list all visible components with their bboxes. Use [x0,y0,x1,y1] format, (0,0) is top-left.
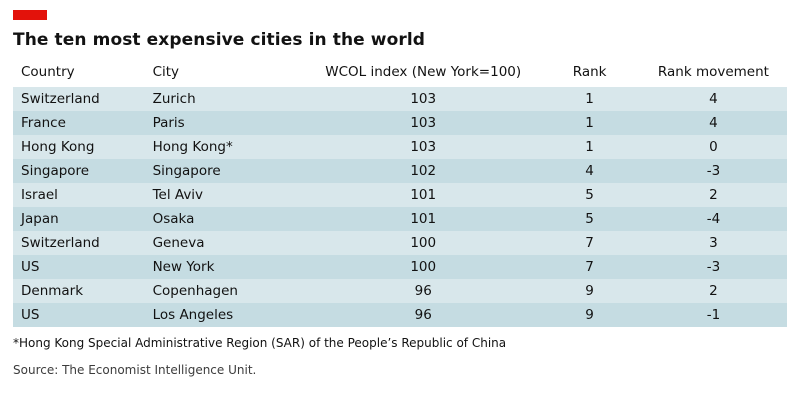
table-row: US Los Angeles 96 9 -1 [13,303,787,327]
table-row: Denmark Copenhagen 96 9 2 [13,279,787,303]
column-header-rank: Rank [539,59,640,87]
table-row: Switzerland Zurich 103 1 4 [13,87,787,111]
table-cell: Osaka [152,211,195,227]
table-row: Switzerland Geneva 100 7 3 [13,231,787,255]
table-cell: 101 [410,187,437,203]
table-cell: 100 [410,259,437,275]
table-cell: US [21,307,40,323]
table-cell: Tel Aviv [152,187,204,203]
table-cell: 100 [410,235,437,251]
table-cell: 0 [709,139,718,155]
table-cell: 4 [709,115,718,131]
table-cell: Geneva [152,235,205,251]
table-cell: 96 [414,307,432,323]
table-cell: 96 [414,283,432,299]
table-cell: 7 [585,235,594,251]
table-cell: 1 [585,115,594,131]
table-cell: 101 [410,211,437,227]
table-cell: Los Angeles [152,307,234,323]
table-cell: US [21,259,40,275]
table-cell: Paris [152,115,185,131]
column-header-wcol-index: WCOL index (New York=100) [307,59,540,87]
table-cell: 4 [709,91,718,107]
table-cell: 3 [709,235,718,251]
table-row: Hong Kong Hong Kong* 103 1 0 [13,135,787,159]
table-cell: 9 [585,283,594,299]
table-cell: Hong Kong [21,139,95,155]
table-cell: Zurich [152,91,196,107]
table-header-row: Country City WCOL index (New York=100) R… [13,59,787,87]
table-header: Country City WCOL index (New York=100) R… [13,59,787,87]
table-cell: 1 [585,91,594,107]
column-header-country: Country [13,59,145,87]
table-cell: -3 [706,163,721,179]
table-cell: 102 [410,163,437,179]
table-cell: Singapore [21,163,90,179]
table-row: France Paris 103 1 4 [13,111,787,135]
table-cell: -3 [706,259,721,275]
table-cell: 7 [585,259,594,275]
source-line: Source: The Economist Intelligence Unit. [13,363,257,377]
column-header-city: City [144,59,308,87]
table-cell: 5 [585,187,594,203]
table-row: US New York 100 7 -3 [13,255,787,279]
table-row: Israel Tel Aviv 101 5 2 [13,183,787,207]
table-cell: Israel [21,187,58,203]
expensive-cities-table: Country City WCOL index (New York=100) R… [13,59,787,327]
economist-red-tab [13,10,47,20]
table-body: Switzerland Zurich 103 1 4 France Paris 103 1 4 Ho… [13,87,787,327]
table-cell: -4 [706,211,721,227]
table-cell: Singapore [152,163,221,179]
table-cell: Switzerland [21,235,100,251]
table-cell: 5 [585,211,594,227]
table-cell: 103 [410,139,437,155]
table-cell: 103 [410,115,437,131]
table-cell: 2 [709,187,718,203]
table-cell: Switzerland [21,91,100,107]
table-cell: 4 [585,163,594,179]
table-cell: France [21,115,66,131]
table-cell: 9 [585,307,594,323]
table-cell: -1 [706,307,721,323]
footnote: *Hong Kong Special Administrative Region… [13,336,507,350]
column-header-rank-movement: Rank movement [639,59,787,87]
table-cell: Japan [21,211,59,227]
table-cell: 103 [410,91,437,107]
chart-title: The ten most expensive cities in the wor… [13,30,426,50]
table-row: Japan Osaka 101 5 -4 [13,207,787,231]
table-cell: Copenhagen [152,283,238,299]
table-row: Singapore Singapore 102 4 -3 [13,159,787,183]
table-cell: Hong Kong* [152,139,233,155]
table-cell: 2 [709,283,718,299]
table-cell: 1 [585,139,594,155]
table-cell: Denmark [21,283,84,299]
table-cell: New York [152,259,215,275]
